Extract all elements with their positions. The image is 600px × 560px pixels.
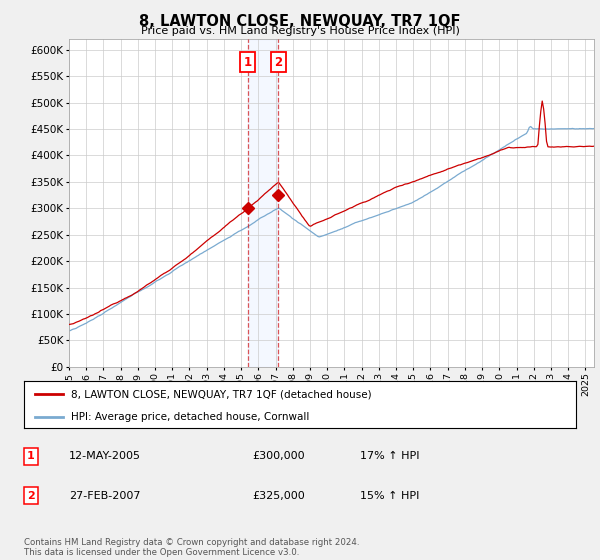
Text: 2: 2 <box>27 491 35 501</box>
Text: 2: 2 <box>274 55 283 69</box>
Text: 27-FEB-2007: 27-FEB-2007 <box>69 491 140 501</box>
Text: £300,000: £300,000 <box>252 451 305 461</box>
Text: 17% ↑ HPI: 17% ↑ HPI <box>360 451 419 461</box>
Text: 8, LAWTON CLOSE, NEWQUAY, TR7 1QF: 8, LAWTON CLOSE, NEWQUAY, TR7 1QF <box>139 14 461 29</box>
Text: Contains HM Land Registry data © Crown copyright and database right 2024.
This d: Contains HM Land Registry data © Crown c… <box>24 538 359 557</box>
Text: 1: 1 <box>244 55 251 69</box>
Text: 8, LAWTON CLOSE, NEWQUAY, TR7 1QF (detached house): 8, LAWTON CLOSE, NEWQUAY, TR7 1QF (detac… <box>71 389 371 399</box>
Text: 12-MAY-2005: 12-MAY-2005 <box>69 451 141 461</box>
Text: HPI: Average price, detached house, Cornwall: HPI: Average price, detached house, Corn… <box>71 412 309 422</box>
Text: Price paid vs. HM Land Registry's House Price Index (HPI): Price paid vs. HM Land Registry's House … <box>140 26 460 36</box>
Text: 1: 1 <box>27 451 35 461</box>
Text: 15% ↑ HPI: 15% ↑ HPI <box>360 491 419 501</box>
Bar <box>248 39 278 367</box>
Text: £325,000: £325,000 <box>252 491 305 501</box>
